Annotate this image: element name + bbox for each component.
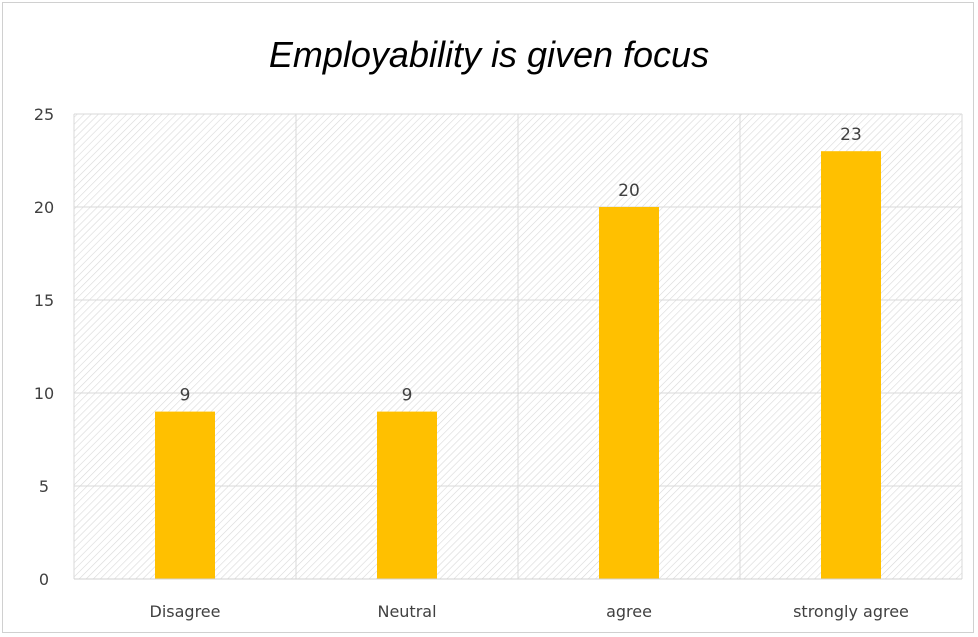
y-tick-label: 20 (34, 198, 54, 217)
bars (155, 151, 881, 579)
bar-strongly-agree (821, 151, 881, 579)
bar-disagree (155, 411, 215, 579)
category-label: strongly agree (793, 602, 909, 621)
data-label: 9 (180, 386, 191, 406)
y-tick-label: 0 (39, 570, 49, 589)
data-label: 9 (402, 386, 413, 406)
y-tick-label: 15 (34, 291, 54, 310)
data-labels: 9 9 20 23 (180, 125, 862, 405)
bar-agree (599, 207, 659, 579)
x-axis-categories: Disagree Neutral agree strongly agree (150, 602, 909, 621)
data-label: 20 (618, 181, 640, 201)
category-label: agree (606, 602, 652, 621)
bar-neutral (377, 411, 437, 579)
y-tick-label: 5 (39, 477, 49, 496)
chart-title: Employability is given focus (268, 34, 710, 75)
y-tick-label: 10 (34, 384, 54, 403)
category-label: Disagree (150, 602, 221, 621)
y-axis-ticks: 0 5 10 15 20 25 (34, 105, 54, 589)
category-label: Neutral (377, 602, 436, 621)
y-tick-label: 25 (34, 105, 54, 124)
data-label: 23 (840, 125, 862, 145)
